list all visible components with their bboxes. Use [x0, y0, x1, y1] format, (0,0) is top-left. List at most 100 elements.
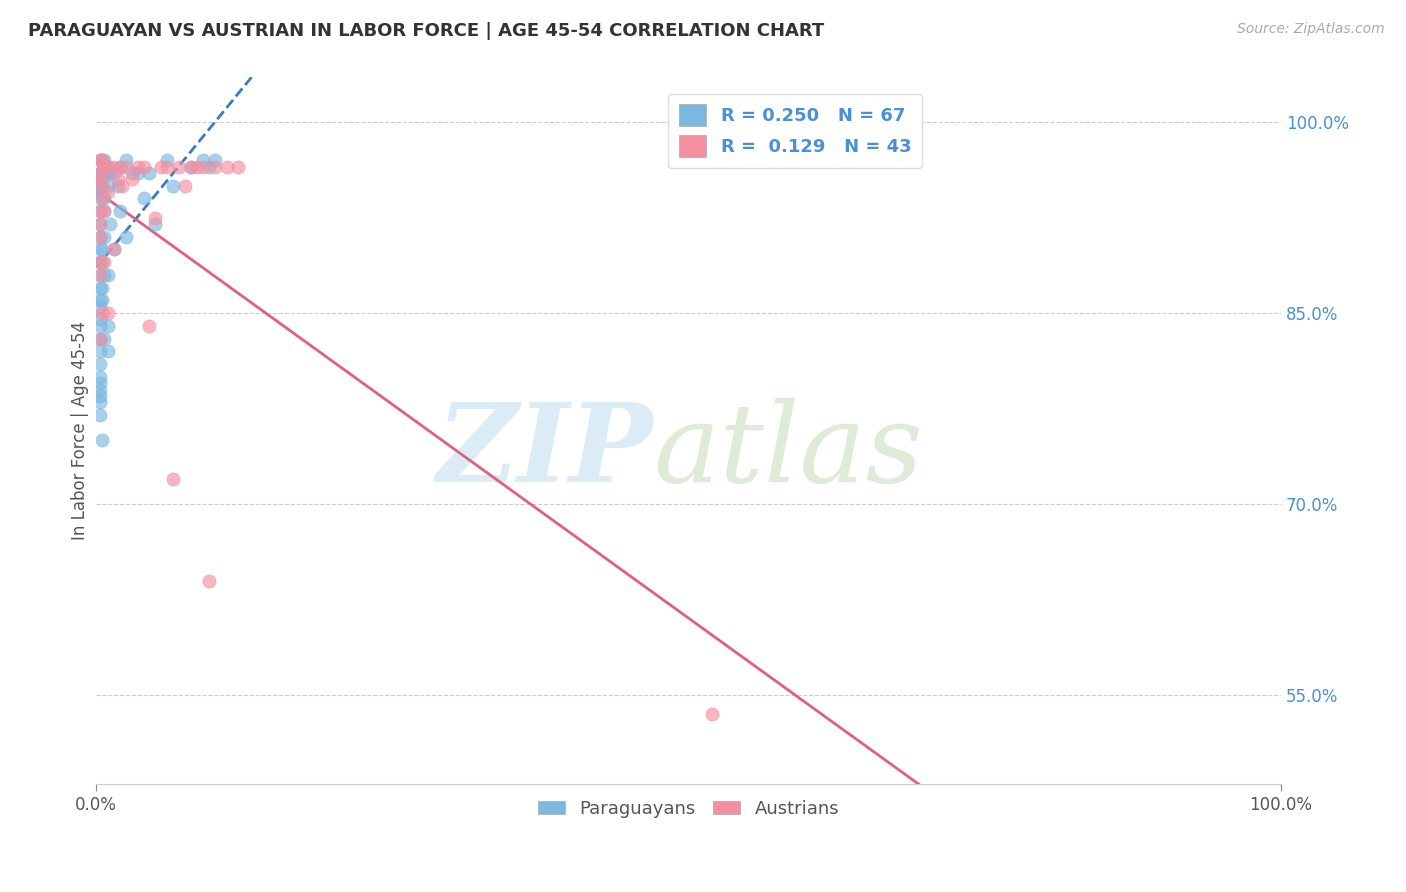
- Point: [180, 160, 202, 174]
- Point: [204, 153, 226, 168]
- Point: [121, 166, 143, 180]
- Point: [180, 160, 202, 174]
- Point: [89, 255, 111, 269]
- Point: [162, 472, 184, 486]
- Point: [100, 166, 122, 180]
- Point: [145, 211, 167, 225]
- Point: [174, 178, 197, 193]
- Point: [89, 395, 111, 409]
- Point: [97, 178, 120, 193]
- Point: [93, 268, 115, 282]
- Point: [145, 217, 167, 231]
- Legend: Paraguayans, Austrians: Paraguayans, Austrians: [530, 792, 846, 825]
- Point: [89, 255, 111, 269]
- Point: [156, 153, 179, 168]
- Point: [91, 166, 114, 180]
- Point: [191, 153, 214, 168]
- Point: [138, 166, 160, 180]
- Point: [132, 191, 155, 205]
- Point: [89, 229, 111, 244]
- Text: PARAGUAYAN VS AUSTRIAN IN LABOR FORCE | AGE 45-54 CORRELATION CHART: PARAGUAYAN VS AUSTRIAN IN LABOR FORCE | …: [28, 22, 824, 40]
- Point: [97, 318, 120, 333]
- Point: [97, 185, 120, 199]
- Point: [93, 204, 115, 219]
- Point: [114, 153, 136, 168]
- Text: Source: ZipAtlas.com: Source: ZipAtlas.com: [1237, 22, 1385, 37]
- Point: [89, 185, 111, 199]
- Point: [91, 172, 114, 186]
- Point: [138, 318, 160, 333]
- Point: [132, 160, 155, 174]
- Point: [93, 332, 115, 346]
- Y-axis label: In Labor Force | Age 45-54: In Labor Force | Age 45-54: [72, 321, 89, 541]
- Point: [91, 280, 114, 294]
- Point: [89, 243, 111, 257]
- Point: [89, 357, 111, 371]
- Point: [89, 172, 111, 186]
- Point: [89, 166, 111, 180]
- Point: [93, 153, 115, 168]
- Point: [89, 191, 111, 205]
- Point: [89, 369, 111, 384]
- Point: [91, 191, 114, 205]
- Point: [127, 166, 149, 180]
- Point: [93, 255, 115, 269]
- Point: [97, 306, 120, 320]
- Point: [103, 243, 125, 257]
- Point: [91, 434, 114, 448]
- Point: [156, 160, 179, 174]
- Point: [108, 160, 131, 174]
- Point: [228, 160, 250, 174]
- Point: [89, 318, 111, 333]
- Point: [93, 204, 115, 219]
- Text: atlas: atlas: [652, 399, 922, 506]
- Point: [114, 160, 136, 174]
- Point: [127, 160, 149, 174]
- Point: [91, 306, 114, 320]
- Point: [108, 160, 131, 174]
- Point: [89, 376, 111, 391]
- Point: [93, 160, 115, 174]
- Point: [91, 153, 114, 168]
- Point: [97, 268, 120, 282]
- Point: [167, 160, 190, 174]
- Point: [103, 160, 125, 174]
- Point: [162, 178, 184, 193]
- Point: [89, 344, 111, 359]
- Point: [108, 204, 131, 219]
- Point: [89, 268, 111, 282]
- Point: [103, 166, 125, 180]
- Point: [103, 243, 125, 257]
- Point: [97, 160, 120, 174]
- Point: [107, 172, 129, 186]
- Point: [204, 160, 226, 174]
- Point: [93, 166, 115, 180]
- Point: [89, 153, 111, 168]
- Point: [89, 280, 111, 294]
- Point: [89, 166, 111, 180]
- Point: [107, 178, 129, 193]
- Point: [91, 153, 114, 168]
- Point: [111, 178, 134, 193]
- Point: [89, 312, 111, 326]
- Point: [89, 383, 111, 397]
- Point: [97, 166, 120, 180]
- Point: [89, 332, 111, 346]
- Point: [89, 268, 111, 282]
- Point: [93, 229, 115, 244]
- Point: [89, 153, 111, 168]
- Point: [91, 293, 114, 308]
- Point: [89, 408, 111, 422]
- Point: [114, 229, 136, 244]
- Point: [89, 178, 111, 193]
- Point: [150, 160, 173, 174]
- Point: [97, 160, 120, 174]
- Point: [91, 243, 114, 257]
- Point: [89, 389, 111, 403]
- Point: [89, 178, 111, 193]
- Point: [89, 217, 111, 231]
- Point: [89, 204, 111, 219]
- Point: [100, 217, 122, 231]
- Point: [89, 300, 111, 314]
- Point: [91, 178, 114, 193]
